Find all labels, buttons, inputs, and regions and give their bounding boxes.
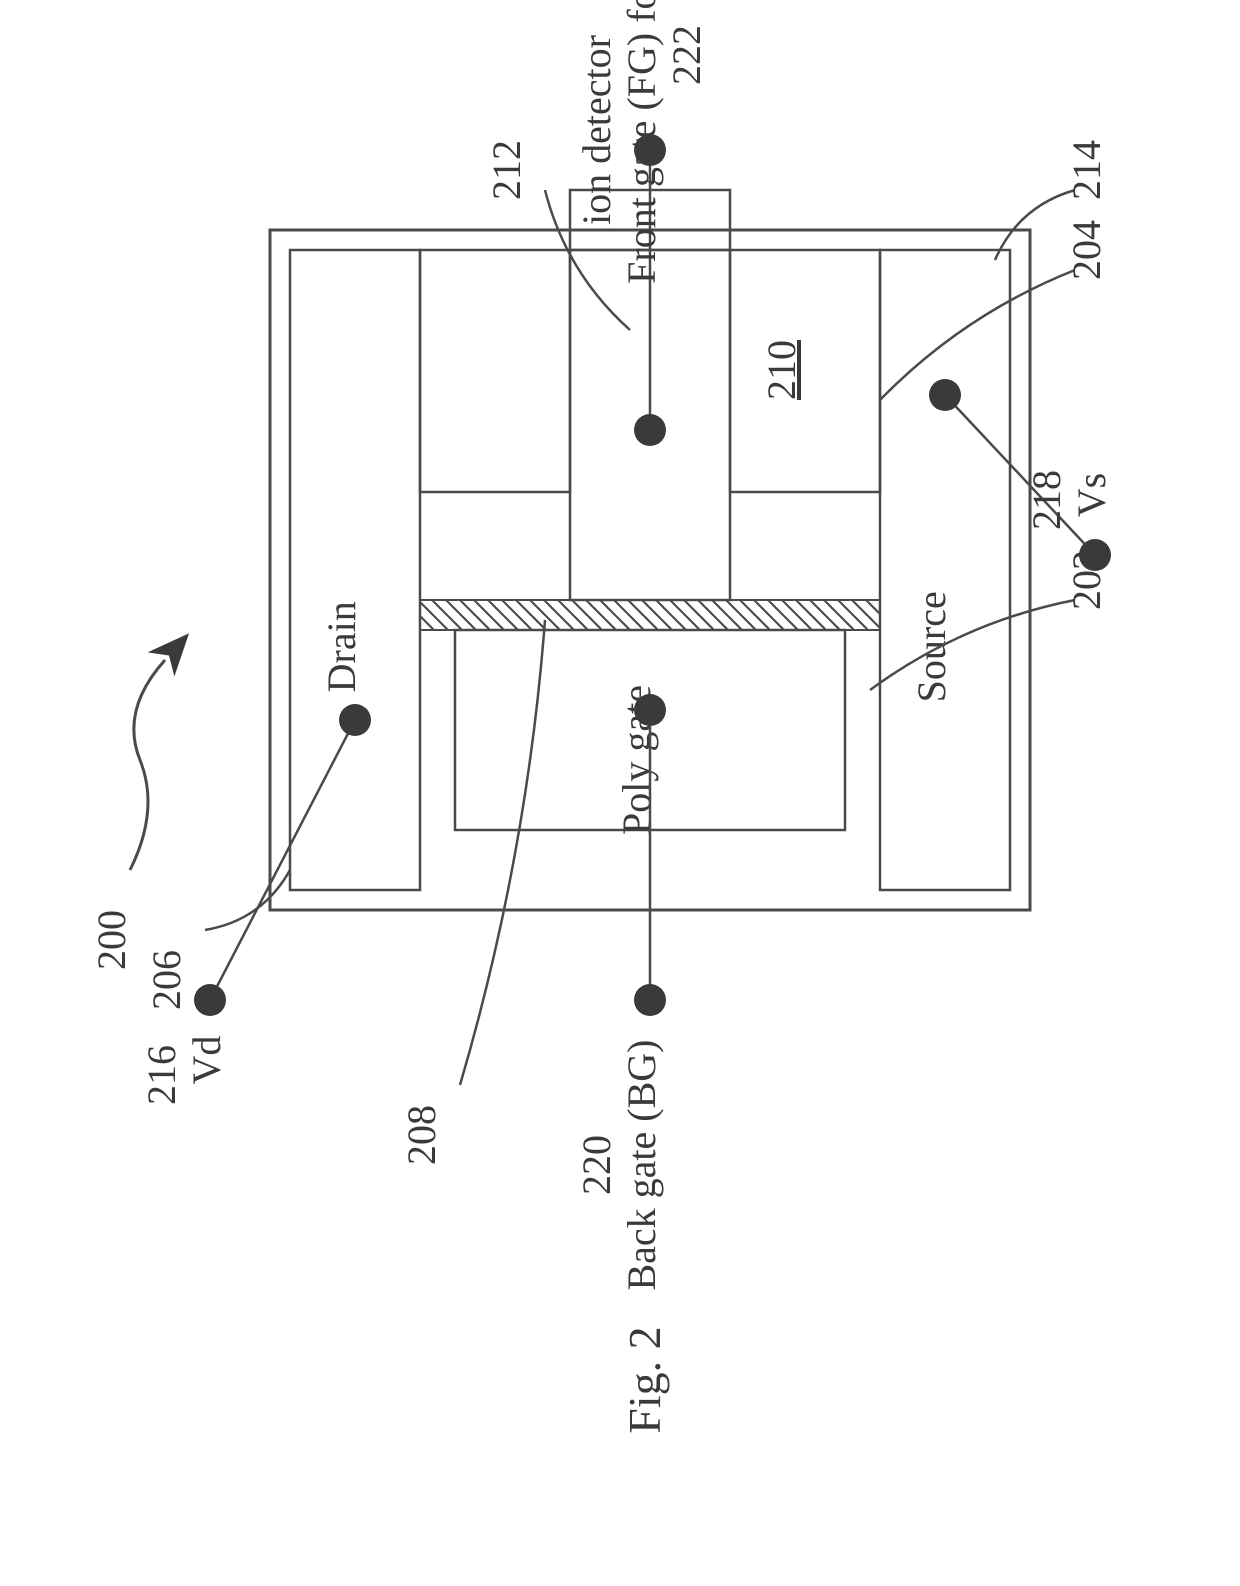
source-region bbox=[880, 250, 1010, 890]
callout-208: 208 bbox=[399, 1105, 444, 1165]
callout-218: 218 bbox=[1024, 470, 1069, 530]
callout-216: 216 bbox=[139, 1045, 184, 1105]
figure-caption: Fig. 2 bbox=[619, 1326, 670, 1433]
body-label-210: 210 bbox=[759, 340, 804, 400]
front-gate-label-1: Front gate (FG) for bbox=[619, 0, 664, 284]
back-gate-label: Back gate (BG) bbox=[619, 1039, 664, 1290]
source-label: Source bbox=[909, 591, 954, 702]
vd-label: Vd bbox=[184, 1036, 229, 1085]
thin-hatched-layer bbox=[420, 600, 880, 630]
front-gate-label-2: ion detector bbox=[574, 35, 619, 225]
well-left bbox=[420, 250, 570, 492]
well-right bbox=[730, 250, 880, 492]
callout-206: 206 bbox=[144, 950, 189, 1010]
callout-214: 214 bbox=[1064, 140, 1109, 200]
callout-202: 202 bbox=[1064, 550, 1109, 610]
callout-222: 222 bbox=[664, 25, 709, 85]
callout-204: 204 bbox=[1064, 220, 1109, 280]
drain-label: Drain bbox=[319, 601, 364, 692]
vs-label: Vs bbox=[1069, 473, 1114, 517]
drain-region bbox=[290, 250, 420, 890]
ref-arrow-200 bbox=[130, 660, 165, 870]
callout-220: 220 bbox=[574, 1135, 619, 1195]
figure-svg: DrainSource210Poly gate222Front gate (FG… bbox=[0, 0, 1240, 1586]
ref-label-200: 200 bbox=[89, 910, 134, 970]
callout-212: 212 bbox=[484, 140, 529, 200]
